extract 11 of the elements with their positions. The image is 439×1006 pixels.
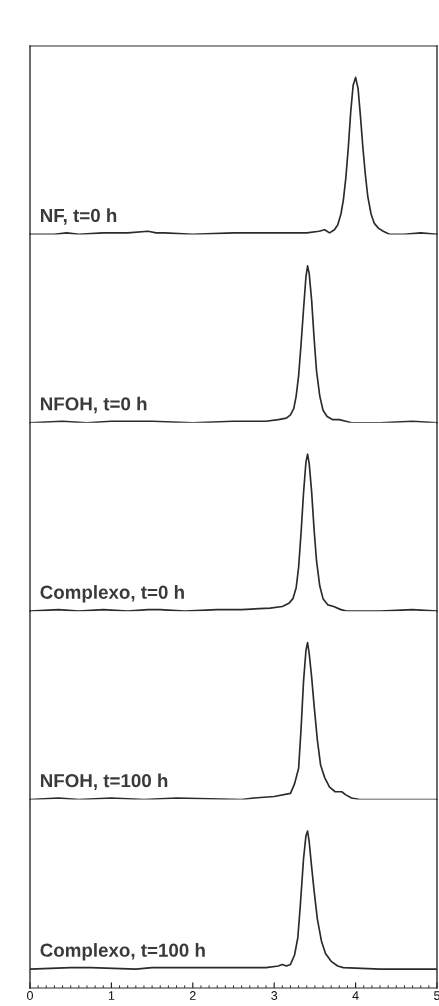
x-tick-label: 3 — [271, 991, 278, 1000]
annotation: NF, t=0 h — [40, 208, 117, 225]
x-tick-label: 4 — [352, 991, 359, 1000]
x-tick-label: 0 — [27, 991, 33, 1000]
annotation: Complexo, t=100 h — [40, 943, 205, 961]
x-tick-label: 1 — [108, 991, 115, 1000]
annotation: NFOH, t=0 h — [40, 396, 147, 414]
annotation: Complexo, t=0 h — [40, 585, 184, 603]
x-tick-label: 2 — [189, 991, 196, 1000]
x-tick-label: 5 — [434, 991, 439, 1000]
annotation: NFOH, t=100 h — [40, 773, 168, 790]
